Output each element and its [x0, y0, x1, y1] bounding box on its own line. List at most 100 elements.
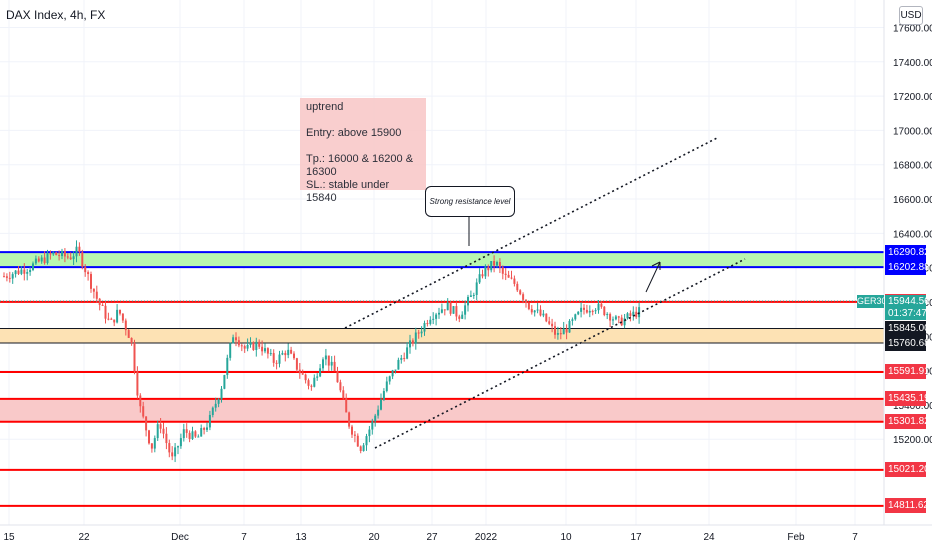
candle-body: [322, 359, 324, 369]
candle-body: [368, 429, 371, 437]
candle-body: [75, 246, 78, 257]
candle-body: [78, 246, 81, 253]
candle-body: [310, 385, 313, 387]
candle-body: [139, 395, 142, 407]
candle-body: [159, 424, 162, 429]
candle-body: [40, 257, 43, 262]
candle-body: [20, 269, 23, 274]
candle-body: [417, 332, 420, 334]
candle-body: [264, 348, 266, 352]
candle-body: [455, 306, 458, 317]
y-axis: 15200.0015400.0015600.0015800.0016000.00…: [893, 23, 932, 446]
x-tick-label: 27: [426, 532, 438, 543]
currency-button[interactable]: USD: [899, 6, 923, 25]
candle-body: [629, 313, 632, 316]
candle-body: [121, 313, 124, 321]
candle-body: [37, 258, 40, 262]
candle-body: [356, 435, 359, 447]
candle-body: [98, 298, 101, 305]
chart-title: DAX Index, 4h, FX: [6, 8, 106, 22]
candle-body: [293, 353, 295, 359]
candle-body: [3, 276, 5, 278]
candle-body: [574, 314, 577, 320]
candle-body: [472, 294, 475, 296]
trade-plan-note: uptrend Entry: above 15900 Tp.: 16000 & …: [300, 98, 426, 204]
candle-body: [333, 361, 336, 372]
candle-body: [513, 278, 516, 284]
candle-body: [435, 314, 438, 319]
candle-body: [275, 362, 278, 364]
zones: [0, 252, 884, 422]
candle-body: [498, 262, 501, 268]
x-tick-label: 7: [241, 532, 247, 543]
candle-body: [580, 307, 583, 312]
y-tick-label: 17400.00: [893, 58, 932, 69]
candle-body: [365, 436, 368, 446]
candle-body: [374, 415, 377, 422]
x-tick-label: 13: [295, 532, 307, 543]
candle-body: [394, 369, 397, 371]
candle-body: [568, 320, 571, 333]
y-tick-label: 16800.00: [893, 161, 932, 172]
candle-body: [188, 432, 191, 439]
candle-body: [269, 353, 272, 355]
candle-body: [104, 305, 107, 319]
candle-body: [174, 447, 177, 457]
lower-trend-line: [374, 258, 746, 449]
candle-body: [61, 251, 63, 257]
trend-drawings: [344, 137, 746, 449]
candle-body: [232, 337, 235, 344]
candle-body: [330, 361, 333, 366]
candle-body: [626, 313, 629, 319]
candle-body: [298, 369, 301, 374]
x-tick-label: Dec: [171, 532, 189, 543]
candle-body: [522, 294, 525, 300]
candle-body: [32, 263, 34, 271]
candle-body: [278, 354, 281, 364]
x-tick-label: 10: [560, 532, 572, 543]
candle-body: [185, 429, 188, 433]
candle-body: [235, 337, 237, 341]
y-tick-label: 17200.00: [893, 92, 932, 103]
candle-body: [226, 357, 229, 376]
candle-body: [92, 288, 95, 292]
candle-body: [623, 318, 626, 326]
bar-countdown: 01:37:47: [888, 308, 927, 319]
candle-body: [426, 323, 429, 325]
candle-body: [519, 290, 522, 295]
candle-body: [545, 313, 548, 322]
candle-body: [229, 343, 232, 358]
candle-body: [617, 316, 620, 318]
candle-body: [475, 282, 478, 295]
candle-body: [440, 309, 443, 313]
candle-body: [107, 318, 110, 320]
note-line-stop-loss: SL.: stable under 15840: [306, 179, 390, 204]
x-tick-label: 7: [852, 532, 858, 543]
candle-body: [380, 399, 382, 410]
candle-body: [446, 302, 449, 311]
candle-body: [504, 273, 507, 275]
candle-body: [458, 316, 461, 319]
candle-body: [182, 429, 185, 439]
candle-body: [197, 436, 200, 438]
candle-body: [635, 311, 638, 318]
candle-body: [150, 443, 153, 449]
candle-body: [191, 431, 194, 439]
note-line-take-profit: Tp.: 16000 & 16200 & 16300: [306, 153, 414, 178]
candle-body: [316, 376, 319, 378]
candle-body: [290, 349, 293, 354]
candle-body: [307, 380, 310, 386]
candle-body: [243, 346, 246, 349]
candle-body: [63, 251, 66, 257]
level-price-tag: 15021.20: [885, 462, 930, 478]
candle-body: [336, 371, 339, 383]
y-tick-label: 17000.00: [893, 126, 932, 137]
candle-body: [162, 428, 165, 434]
candle-body: [397, 359, 400, 370]
candle-body: [203, 428, 206, 430]
candle-body: [171, 452, 174, 457]
candle-body: [484, 266, 487, 277]
candle-body: [516, 283, 519, 291]
candle-body: [266, 348, 269, 354]
